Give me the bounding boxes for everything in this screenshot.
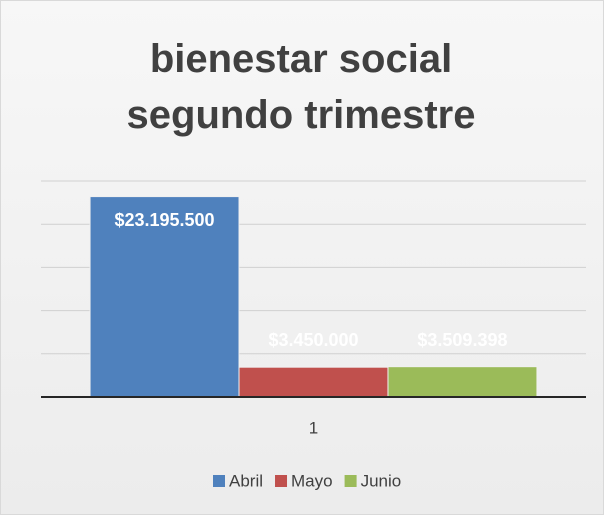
data-label: $3.509.398: [417, 330, 508, 350]
legend-swatch: [344, 475, 357, 487]
data-label: $23.195.500: [114, 209, 215, 230]
data-label: $3.450.000: [268, 330, 359, 350]
legend-label: Junio: [361, 471, 402, 490]
legend-swatch: [213, 475, 225, 487]
legend-label: Abril: [229, 471, 263, 490]
legend-swatch: [275, 475, 288, 487]
legend-label: Mayo: [291, 471, 333, 490]
bar: [387, 366, 538, 398]
bar: [238, 366, 389, 398]
chart-title: bienestar social segundo trimestre: [126, 37, 476, 137]
x-tick-label: 1: [309, 418, 318, 437]
bar: [89, 196, 240, 398]
